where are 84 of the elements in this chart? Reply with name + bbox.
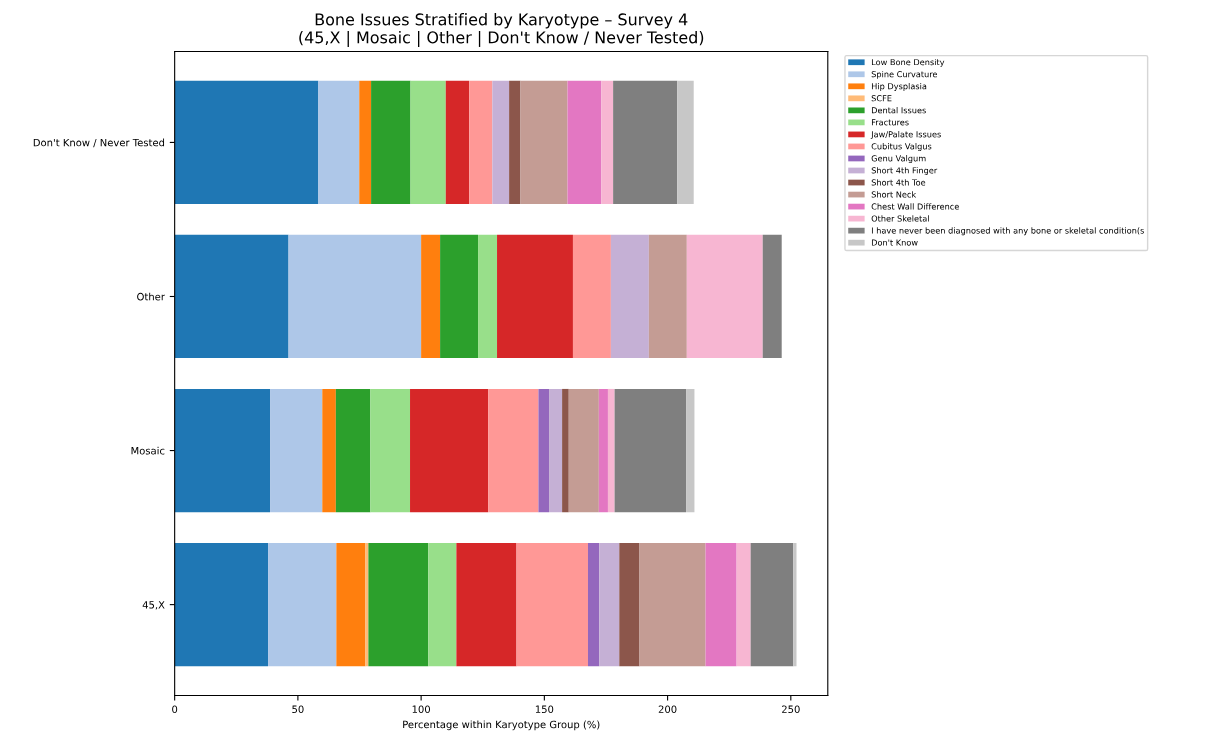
legend-label: I have never been diagnosed with any bone or skeletal condition(s (871, 227, 1144, 236)
x-tick-label: 150 (535, 705, 554, 713)
bar (705, 542, 737, 667)
bar (322, 388, 336, 513)
legend-label: Short 4th Finger (871, 167, 938, 176)
bar (750, 542, 794, 667)
bar (619, 542, 640, 667)
x-tick-label: 250 (782, 705, 800, 713)
bar (599, 542, 620, 667)
bar (520, 80, 568, 205)
bar (268, 542, 337, 667)
bar (607, 388, 615, 513)
bar (174, 542, 269, 667)
bar (686, 388, 695, 513)
legend-label: SCFE (871, 95, 892, 102)
bar (359, 80, 372, 205)
legend-label: Hip Dysplasia (871, 82, 927, 91)
bar (598, 388, 608, 513)
bar (365, 542, 369, 667)
bar (492, 80, 510, 205)
bar (572, 234, 611, 359)
legend-label: Spine Curvature (871, 70, 938, 79)
bar (639, 542, 706, 667)
legend-label: Fractures (871, 119, 909, 126)
x-tick-label: 50 (292, 705, 304, 713)
bar (549, 388, 563, 513)
bar (335, 388, 371, 513)
bar (614, 388, 687, 513)
bar (174, 388, 271, 513)
legend-label: Short Neck (871, 191, 917, 198)
bar (421, 234, 441, 359)
x-axis-title: Percentage within Karyotype Group (%) (403, 720, 600, 731)
bar (568, 388, 599, 513)
legend-label: Jaw/Palate Issues (870, 131, 941, 139)
bar (736, 542, 751, 667)
bar (174, 234, 289, 359)
bar (516, 542, 588, 667)
bar (677, 80, 694, 205)
bar (488, 388, 539, 513)
bar (174, 80, 319, 205)
bar (445, 80, 470, 205)
bar (336, 542, 366, 667)
legend-label: Genu Valgum (871, 155, 926, 164)
bar (601, 80, 614, 205)
bar (587, 542, 600, 667)
chart-title: Bone Issues Stratified by Karyotype – Survey 4 (45,X | Mosaic | Other | Don't Know / Never Tested) (299, 13, 704, 47)
legend-label: Other Skeletal (871, 215, 929, 222)
bar (686, 234, 763, 359)
bar (370, 388, 411, 513)
y-tick-label: 45,X (142, 601, 165, 610)
bar (288, 234, 422, 359)
legend-label: Don't Know (871, 239, 918, 246)
y-tick-label: Other (137, 292, 165, 301)
bar (613, 80, 678, 205)
x-tick-label: 100 (412, 705, 430, 713)
bar (567, 80, 602, 205)
bar (318, 80, 360, 205)
bar (538, 388, 550, 513)
bar (648, 234, 687, 359)
bar (428, 542, 457, 667)
x-tick-label: 200 (658, 705, 677, 713)
legend-label: Chest Wall Difference (871, 203, 959, 210)
bar (371, 80, 411, 205)
bar (270, 388, 323, 513)
y-tick-label: Don't Know / Never Tested (33, 138, 165, 148)
legend-label: Low Bone Density (871, 58, 945, 67)
bar (793, 542, 797, 667)
legend-label: Short 4th Toe (871, 179, 926, 186)
bar (368, 542, 429, 667)
bar (562, 388, 569, 513)
bar (478, 234, 498, 359)
bar (410, 388, 489, 513)
bar (610, 234, 649, 359)
bar (509, 80, 521, 205)
legend-label: Dental Issues (871, 107, 926, 114)
bar (497, 234, 573, 359)
bar (440, 234, 479, 359)
bar (762, 234, 782, 359)
bar (469, 80, 493, 205)
legend-label: Cubitus Valgus (871, 143, 932, 152)
x-tick-label: 0 (172, 705, 178, 713)
y-tick-label: Mosaic (131, 446, 165, 455)
bar (410, 80, 446, 205)
bar (456, 542, 517, 667)
